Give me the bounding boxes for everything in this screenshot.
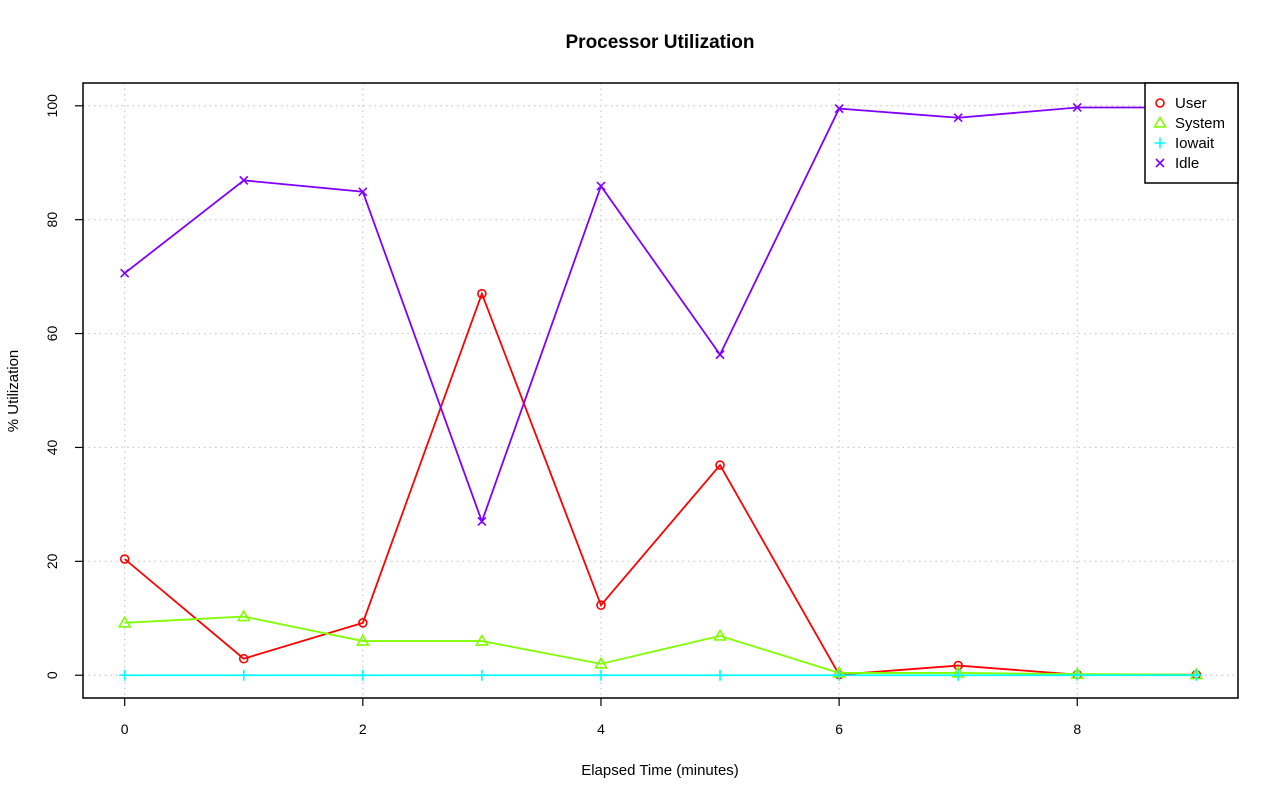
chart-title: Processor Utilization — [566, 32, 755, 53]
legend-box — [1144, 82, 1239, 184]
point-iowait — [1190, 669, 1202, 681]
point-system — [117, 615, 132, 628]
legend-label-user: User — [1175, 95, 1207, 112]
point-iowait — [476, 669, 488, 681]
point-user — [596, 600, 606, 610]
point-idle — [358, 187, 368, 197]
point-system — [236, 609, 251, 622]
series-user — [119, 288, 1202, 680]
grid — [83, 83, 1238, 698]
x-tick-label: 6 — [835, 721, 843, 737]
point-iowait — [238, 669, 250, 681]
point-user — [358, 618, 368, 628]
series-line-user — [124, 291, 1197, 676]
x-tick-label: 8 — [1073, 721, 1081, 737]
point-iowait — [357, 669, 369, 681]
point-iowait — [119, 669, 131, 681]
series-system — [117, 609, 1204, 680]
point-idle — [1072, 102, 1082, 113]
series-line-idle — [124, 106, 1197, 525]
legend-label-system: System — [1175, 115, 1225, 132]
plot-frame — [82, 82, 1239, 699]
point-idle — [477, 516, 487, 527]
series-idle — [120, 102, 1201, 527]
point-idle — [120, 268, 130, 278]
point-idle — [834, 104, 844, 114]
point-iowait — [595, 669, 607, 681]
point-system — [475, 633, 489, 646]
point-system — [594, 656, 608, 669]
point-idle — [239, 175, 249, 185]
legend-marker-user — [1155, 98, 1165, 108]
point-idle — [596, 181, 606, 191]
y-axis-label: % Utilization — [5, 350, 22, 433]
point-system — [355, 633, 370, 646]
point-iowait — [952, 669, 964, 681]
point-iowait — [714, 669, 726, 681]
series-layer — [117, 102, 1204, 681]
point-system — [713, 628, 727, 641]
y-tick-label: 60 — [44, 326, 60, 342]
point-idle — [953, 113, 963, 123]
point-user — [238, 653, 249, 664]
point-iowait — [1071, 669, 1083, 681]
legend-marker-system — [1153, 115, 1167, 128]
point-iowait — [833, 669, 845, 681]
x-tick-label: 4 — [597, 721, 605, 737]
y-tick-label: 80 — [44, 212, 60, 228]
x-tick-label: 0 — [121, 721, 129, 737]
legend-label-idle: Idle — [1175, 155, 1199, 172]
y-tick-label: 20 — [44, 553, 60, 569]
y-tick-label: 100 — [44, 94, 60, 118]
y-tick-label: 40 — [44, 439, 60, 455]
x-axis-label: Elapsed Time (minutes) — [581, 762, 739, 779]
legend-marker-idle — [1155, 158, 1165, 168]
point-user — [477, 288, 487, 299]
y-tick-label: 0 — [44, 671, 60, 679]
point-idle — [715, 350, 725, 360]
point-user — [715, 460, 725, 470]
point-user — [953, 660, 963, 671]
legend-marker-iowait — [1154, 137, 1166, 149]
legend-label-iowait: Iowait — [1175, 135, 1215, 152]
point-user — [119, 554, 130, 564]
legend: User System Iowait Idle — [1144, 82, 1239, 184]
x-tick-label: 2 — [359, 721, 367, 737]
series-iowait — [119, 669, 1202, 681]
series-line-system — [124, 615, 1197, 676]
